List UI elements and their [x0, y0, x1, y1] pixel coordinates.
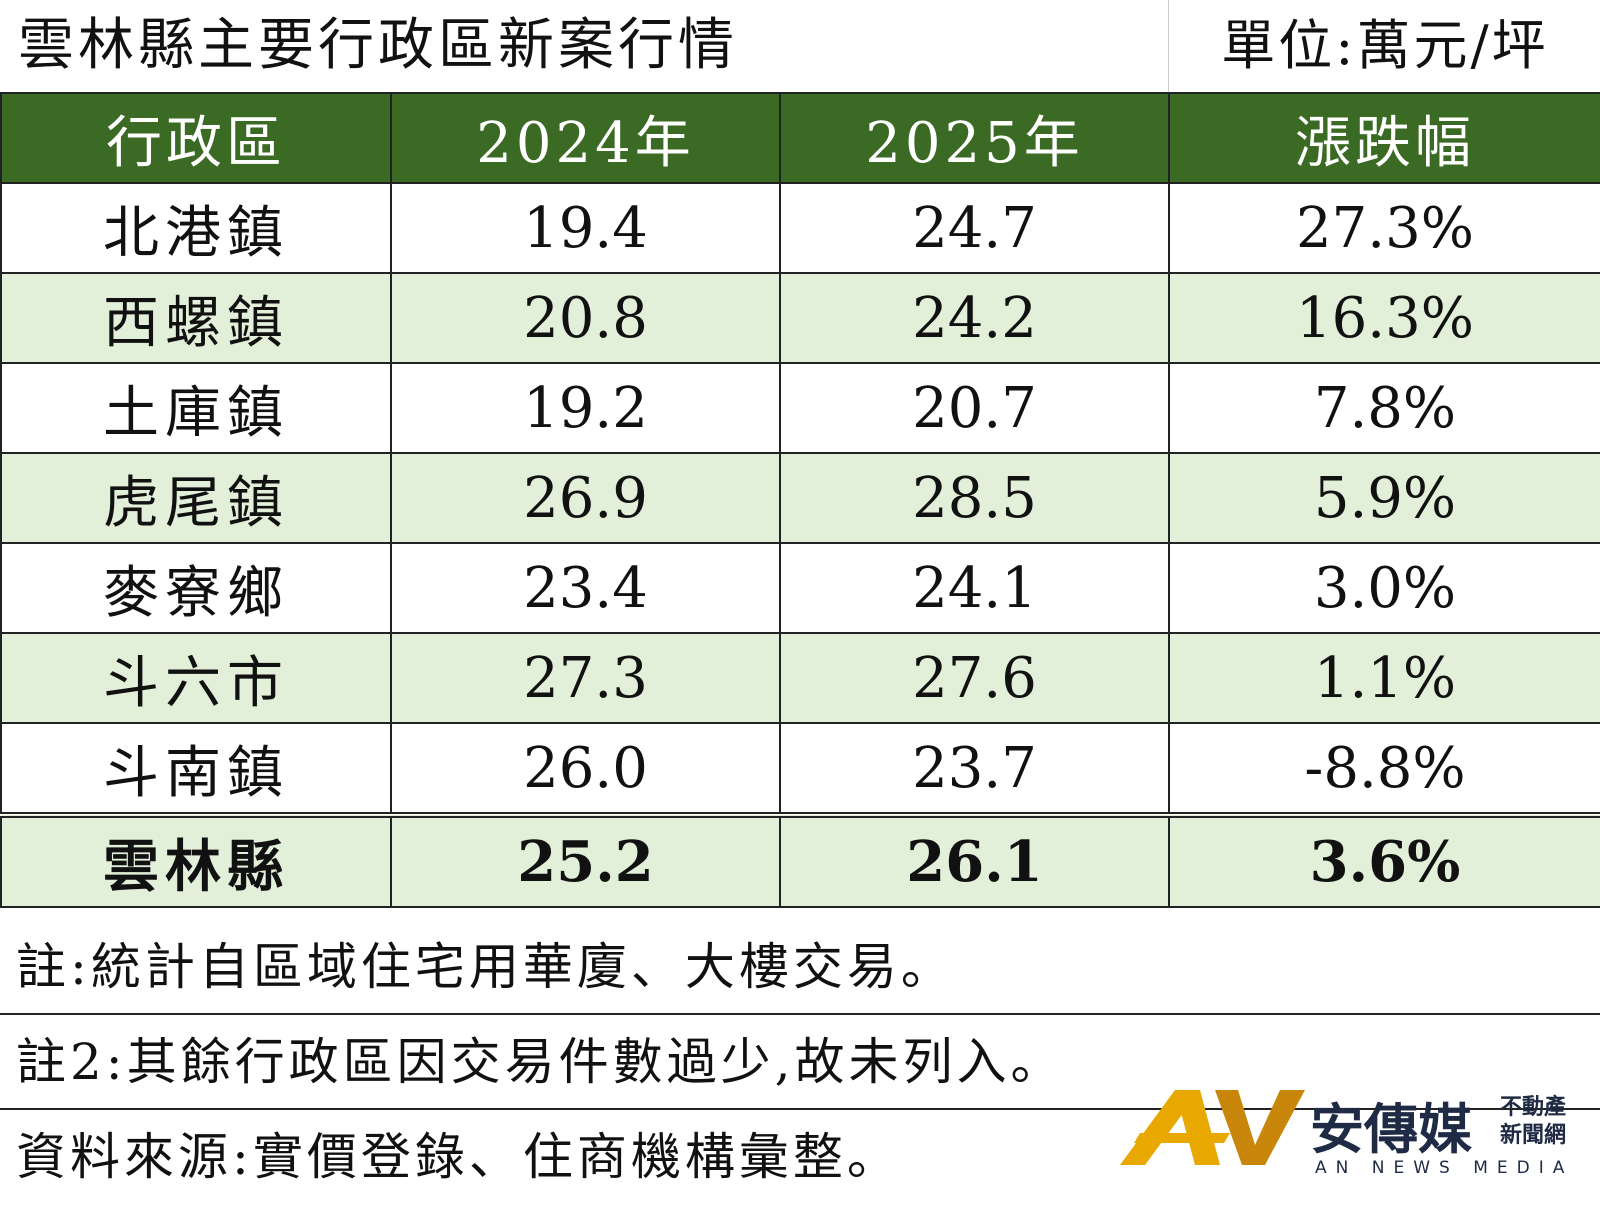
- value-cell: 19.2: [390, 362, 781, 454]
- table-row: 斗六市 27.3 27.6 1.1%: [0, 632, 1600, 724]
- value-cell: 19.4: [390, 182, 781, 274]
- value-cell: 28.5: [779, 452, 1170, 544]
- table-row: 虎尾鎮 26.9 28.5 5.9%: [0, 452, 1600, 544]
- district-cell: 斗南鎮: [0, 722, 392, 816]
- value-cell: 16.3%: [1168, 272, 1600, 364]
- value-cell: 24.2: [779, 272, 1170, 364]
- district-cell: 斗六市: [0, 632, 392, 724]
- value-cell: 27.3: [390, 632, 781, 724]
- district-cell: 北港鎮: [0, 182, 392, 274]
- price-table: 行政區 2024年 2025年 漲跌幅 北港鎮 19.4 24.7 27.3% 西螺鎮 20.8…: [0, 92, 1600, 908]
- column-header: 行政區: [0, 92, 392, 184]
- column-header: 漲跌幅: [1168, 92, 1600, 184]
- table-row: 西螺鎮 20.8 24.2 16.3%: [0, 272, 1600, 364]
- value-cell: 26.0: [390, 722, 781, 816]
- value-cell: 3.0%: [1168, 542, 1600, 634]
- value-cell: 27.3%: [1168, 182, 1600, 274]
- value-cell: 3.6%: [1168, 812, 1600, 908]
- value-cell: 24.7: [779, 182, 1170, 274]
- value-cell: 26.1: [779, 812, 1170, 908]
- value-cell: 20.7: [779, 362, 1170, 454]
- logo-sub: 新聞網: [1500, 1123, 1567, 1148]
- total-row: 雲林縣 25.2 26.1 3.6%: [0, 812, 1600, 908]
- logo-brand: 安傳媒: [1310, 1098, 1472, 1161]
- unit: 單位:萬元/坪: [1168, 0, 1600, 92]
- district-cell: 虎尾鎮: [0, 452, 392, 544]
- value-cell: 1.1%: [1168, 632, 1600, 724]
- title: 雲林縣主要行政區新案行情: [18, 13, 738, 78]
- table-row: 土庫鎮 19.2 20.7 7.8%: [0, 362, 1600, 454]
- value-cell: 26.9: [390, 452, 781, 544]
- table-row: 斗南鎮 26.0 23.7 -8.8%: [0, 722, 1600, 816]
- value-cell: 23.7: [779, 722, 1170, 816]
- value-cell: 27.6: [779, 632, 1170, 724]
- table-row: 麥寮鄉 23.4 24.1 3.0%: [0, 542, 1600, 634]
- header-row: 行政區 2024年 2025年 漲跌幅: [0, 92, 1600, 184]
- note: 註2:其餘行政區因交易件數過少,故未列入。: [0, 1015, 1600, 1110]
- table-body: 北港鎮 19.4 24.7 27.3% 西螺鎮 20.8 24.2 16.3% 土庫鎮 19.2 2…: [0, 182, 1600, 908]
- value-cell: 20.8: [390, 272, 781, 364]
- table-row: 北港鎮 19.4 24.7 27.3%: [0, 182, 1600, 274]
- logo: 安傳媒 不動產 新聞網 AN NEWS MEDIA: [1120, 1085, 1600, 1200]
- value-cell: 5.9%: [1168, 452, 1600, 544]
- district-cell: 土庫鎮: [0, 362, 392, 454]
- value-cell: 7.8%: [1168, 362, 1600, 454]
- value-cell: 24.1: [779, 542, 1170, 634]
- district-cell: 雲林縣: [0, 812, 392, 908]
- logo-sub: 不動產: [1500, 1095, 1567, 1120]
- note: 註:統計自區域住宅用華廈、大樓交易。: [0, 920, 1600, 1015]
- value-cell: 23.4: [390, 542, 781, 634]
- value-cell: -8.8%: [1168, 722, 1600, 816]
- logo-english: AN NEWS MEDIA: [1315, 1158, 1574, 1178]
- logo-mark: [1120, 1090, 1305, 1165]
- column-header: 2025年: [779, 92, 1170, 184]
- column-header: 2024年: [390, 92, 781, 184]
- district-cell: 麥寮鄉: [0, 542, 392, 634]
- note: 資料來源:實價登錄、住商機構彙整。: [16, 1128, 901, 1186]
- value-cell: 25.2: [390, 812, 781, 908]
- district-cell: 西螺鎮: [0, 272, 392, 364]
